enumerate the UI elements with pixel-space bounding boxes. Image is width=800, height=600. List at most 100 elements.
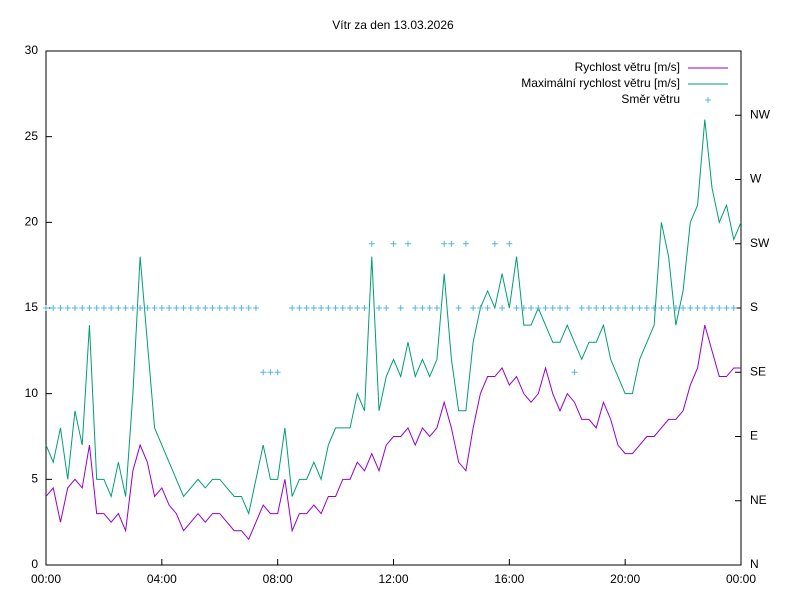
direction-point [137, 305, 144, 311]
direction-point [216, 305, 223, 311]
direction-point [730, 305, 737, 311]
direction-point [368, 240, 375, 247]
x-tick-label: 12:00 [378, 572, 408, 586]
direction-point [151, 305, 158, 311]
direction-point [252, 305, 259, 311]
direction-point [520, 305, 527, 311]
legend-label: Maximální rychlost větru [m/s] [521, 76, 680, 90]
direction-point [43, 305, 49, 311]
direction-point [701, 305, 708, 311]
direction-point [158, 305, 165, 311]
x-tick-label: 00:00 [726, 572, 756, 586]
y-tick-label: 30 [25, 43, 39, 57]
direction-point [564, 305, 571, 311]
direction-point [180, 305, 187, 311]
chart-title: Vítr za den 13.03.2026 [332, 18, 454, 32]
direction-point [658, 305, 665, 311]
direction-point [100, 305, 107, 311]
direction-point [79, 305, 86, 311]
direction-point [571, 369, 578, 376]
direction-point [195, 305, 202, 311]
direction-point [187, 305, 194, 311]
direction-point [549, 305, 556, 311]
direction-point [303, 305, 310, 311]
y2-tick-label: SE [750, 364, 766, 378]
direction-point [600, 305, 607, 311]
direction-point [173, 305, 180, 311]
direction-point [245, 305, 252, 311]
direction-point [404, 240, 411, 247]
direction-point [108, 305, 115, 311]
direction-point [506, 240, 513, 247]
direction-point [144, 305, 151, 311]
series-line [45, 324, 741, 541]
direction-point [622, 305, 629, 311]
direction-point [578, 305, 585, 311]
direction-point [50, 305, 57, 311]
direction-point [202, 305, 209, 311]
y2-tick-label: NW [750, 107, 771, 121]
direction-point [64, 305, 71, 311]
y2-tick-label: S [750, 300, 758, 314]
direction-point [71, 305, 78, 311]
direction-point [390, 240, 397, 247]
direction-point [614, 305, 621, 311]
direction-point [513, 305, 520, 311]
direction-point [267, 369, 274, 376]
direction-point [412, 305, 419, 311]
direction-point [260, 369, 267, 376]
direction-point [484, 305, 491, 311]
direction-point [296, 305, 303, 311]
legend-marker [705, 97, 711, 103]
direction-point [593, 305, 600, 311]
direction-point [448, 240, 455, 247]
direction-point [687, 305, 694, 311]
direction-point [289, 305, 296, 311]
direction-point [535, 305, 542, 311]
direction-point [491, 240, 498, 247]
direction-point [557, 305, 564, 311]
direction-point [477, 305, 484, 311]
direction-point [332, 305, 339, 311]
direction-point [680, 305, 687, 311]
direction-point [325, 305, 332, 311]
direction-point [528, 305, 535, 311]
direction-point [672, 305, 679, 311]
series-line [45, 119, 742, 516]
direction-point [129, 305, 136, 311]
direction-point [607, 305, 614, 311]
direction-point [93, 305, 100, 311]
direction-point [716, 305, 723, 311]
y2-tick-label: W [750, 172, 762, 186]
direction-point [629, 305, 636, 311]
x-tick-label: 08:00 [263, 572, 293, 586]
direction-point [347, 305, 354, 311]
direction-point [651, 305, 658, 311]
legend-label: Rychlost větru [m/s] [575, 60, 680, 74]
direction-point [462, 240, 469, 247]
direction-point [376, 305, 383, 311]
direction-point [209, 305, 216, 311]
direction-point [223, 305, 230, 311]
direction-point [643, 305, 650, 311]
direction-point [274, 369, 281, 376]
direction-point [339, 305, 346, 311]
direction-point [310, 305, 317, 311]
x-tick-label: 16:00 [494, 572, 524, 586]
y-tick-label: 10 [25, 386, 39, 400]
direction-point [636, 305, 643, 311]
direction-point [542, 305, 549, 311]
y-tick-label: 0 [31, 557, 38, 571]
direction-point [441, 240, 448, 247]
y2-tick-label: NE [750, 493, 767, 507]
direction-point [426, 305, 433, 311]
y2-tick-label: SW [750, 236, 770, 250]
direction-point [499, 305, 506, 311]
direction-point [585, 305, 592, 311]
y-tick-label: 20 [25, 215, 39, 229]
direction-point [455, 305, 462, 311]
direction-point [433, 305, 440, 311]
direction-point [383, 305, 390, 311]
